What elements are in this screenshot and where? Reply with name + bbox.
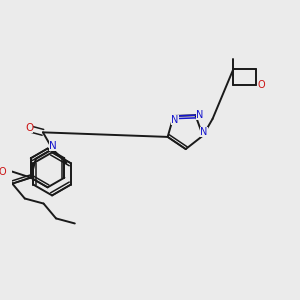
- Text: N: N: [49, 141, 56, 151]
- Text: N: N: [200, 127, 208, 137]
- Text: N: N: [196, 110, 203, 120]
- Text: O: O: [0, 167, 7, 177]
- Text: N: N: [171, 115, 178, 125]
- Text: O: O: [258, 80, 266, 90]
- Text: O: O: [25, 123, 33, 133]
